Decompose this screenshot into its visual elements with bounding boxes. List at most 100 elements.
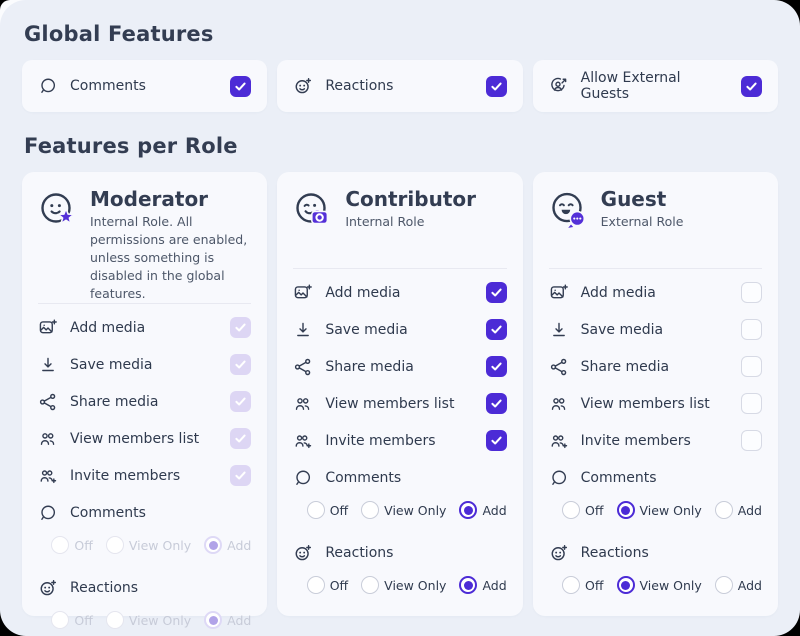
- group-label: Comments: [70, 504, 146, 521]
- view-members-icon: [40, 432, 55, 445]
- group-label: Comments: [580, 469, 657, 486]
- comments-group-label-row: Comments: [38, 494, 251, 531]
- role-card-moderator: Moderator Internal Role. All permissions…: [22, 172, 268, 629]
- feature-row-save-media: Save media: [549, 311, 762, 348]
- add-media-icon: [295, 283, 313, 298]
- comments-group-label-row: Comments: [293, 459, 506, 496]
- view-members-checkbox[interactable]: [740, 393, 762, 414]
- feature-label: View members list: [70, 430, 200, 447]
- feature-label: Invite members: [325, 432, 436, 449]
- feature-row-save-media: Save media: [38, 346, 252, 383]
- add-media-checkbox[interactable]: [740, 282, 762, 303]
- add-media-checkbox: [230, 317, 252, 338]
- radio-off[interactable]: Off: [306, 576, 348, 594]
- radio-add: Add: [204, 536, 251, 554]
- radio-view-only[interactable]: View Only: [616, 576, 702, 594]
- comment-icon: [296, 470, 311, 485]
- feature-label: Invite members: [70, 467, 181, 484]
- feature-row-share-media: Share media: [549, 348, 762, 385]
- radio-add[interactable]: Add: [459, 501, 507, 519]
- feature-row-view-members: View members list: [38, 420, 252, 457]
- comments-radio-group: Off View Only Add: [293, 498, 507, 522]
- feature-row-invite-members: Invite members: [293, 422, 507, 459]
- role-card-contributor: Contributor Internal Role Add media Save…: [277, 172, 523, 616]
- feature-row-invite-members: Invite members: [549, 422, 762, 459]
- share-media-icon: [550, 358, 566, 375]
- invite-members-checkbox[interactable]: [740, 430, 762, 451]
- role-subtitle: External Role: [600, 214, 684, 229]
- reactions-icon: [295, 544, 312, 561]
- add-media-icon: [39, 318, 57, 333]
- radio-view-only[interactable]: View Only: [361, 576, 446, 594]
- moderator-face-star-icon: [41, 193, 76, 225]
- feature-row-add-media: Add media: [549, 274, 762, 311]
- feature-label: Share media: [580, 358, 670, 375]
- invite-members-checkbox[interactable]: [485, 430, 507, 451]
- external-guests-icon: [550, 77, 567, 92]
- feature-label: Share media: [325, 358, 414, 375]
- reactions-icon: [40, 579, 57, 596]
- reactions-group-label-row: Reactions: [293, 534, 506, 571]
- radio-off[interactable]: Off: [562, 576, 604, 594]
- contributor-face-camera-icon: [296, 193, 329, 225]
- feature-row-view-members: View members list: [549, 385, 762, 422]
- feature-row-invite-members: Invite members: [38, 457, 252, 494]
- global-feature-label: Comments: [70, 78, 146, 94]
- external-guests-checkbox[interactable]: [740, 75, 762, 97]
- global-feature-comments: Comments: [22, 60, 268, 112]
- share-media-checkbox[interactable]: [740, 356, 762, 377]
- comment-icon: [41, 78, 56, 93]
- feature-label: Add media: [580, 284, 656, 301]
- view-members-checkbox[interactable]: [485, 393, 507, 414]
- feature-label: Invite members: [580, 432, 691, 449]
- role-header: Guest External Role: [549, 188, 762, 268]
- reactions-group-label-row: Reactions: [549, 534, 762, 571]
- global-feature-external-guests: Allow External Guests: [532, 60, 778, 112]
- divider: [38, 303, 252, 304]
- global-feature-label: Reactions: [325, 78, 394, 94]
- radio-add[interactable]: Add: [714, 501, 762, 519]
- radio-view-only[interactable]: View Only: [616, 501, 702, 519]
- comments-radio-group: Off View Only Add: [38, 533, 251, 557]
- invite-members-icon: [295, 434, 312, 448]
- share-media-icon: [39, 393, 56, 410]
- radio-off: Off: [51, 536, 93, 554]
- radio-add[interactable]: Add: [459, 576, 507, 594]
- comment-icon: [41, 505, 56, 520]
- radio-off[interactable]: Off: [562, 501, 604, 519]
- radio-view-only: View Only: [105, 611, 191, 629]
- share-media-checkbox[interactable]: [485, 356, 507, 377]
- feature-label: Save media: [580, 321, 664, 338]
- global-feature-reactions: Reactions: [277, 60, 523, 112]
- comments-radio-group: Off View Only Add: [549, 498, 762, 522]
- reactions-radio-group: Off View Only Add: [38, 608, 251, 632]
- invite-members-checkbox: [230, 465, 252, 486]
- save-media-icon: [552, 322, 565, 336]
- role-subtitle: Internal Role: [345, 214, 425, 229]
- radio-off[interactable]: Off: [306, 501, 348, 519]
- save-media-checkbox: [230, 354, 252, 375]
- view-members-checkbox: [230, 428, 252, 449]
- radio-add[interactable]: Add: [714, 576, 762, 594]
- save-media-checkbox[interactable]: [485, 319, 507, 340]
- feature-row-view-members: View members list: [293, 385, 507, 422]
- role-title: Contributor: [345, 187, 476, 211]
- role-subtitle: Internal Role. All permissions are enabl…: [90, 214, 248, 301]
- radio-view-only[interactable]: View Only: [361, 501, 446, 519]
- comments-group-label-row: Comments: [549, 459, 762, 496]
- feature-label: Add media: [325, 284, 401, 301]
- feature-label: Share media: [70, 393, 159, 410]
- group-label: Comments: [325, 469, 402, 486]
- add-media-checkbox[interactable]: [485, 282, 507, 303]
- reactions-group-label-row: Reactions: [38, 569, 251, 606]
- reactions-radio-group: Off View Only Add: [293, 573, 507, 597]
- feature-label: View members list: [580, 395, 710, 412]
- comment-icon: [551, 470, 566, 485]
- guest-face-bubble-icon: [551, 192, 586, 229]
- save-media-checkbox[interactable]: [740, 319, 762, 340]
- feature-label: Add media: [70, 319, 146, 336]
- reactions-checkbox[interactable]: [485, 75, 507, 97]
- comments-checkbox[interactable]: [230, 75, 252, 97]
- features-per-role-title: Features per Role: [24, 134, 238, 158]
